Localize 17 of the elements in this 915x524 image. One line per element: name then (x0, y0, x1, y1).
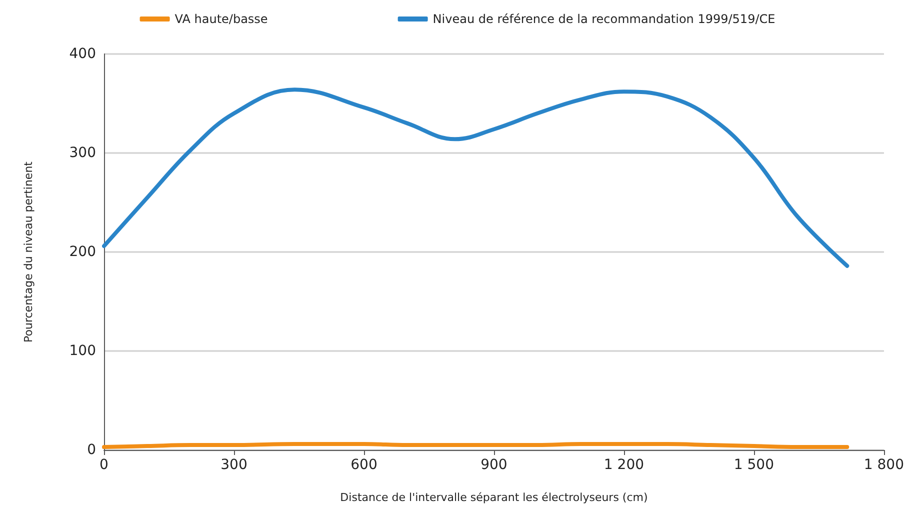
x-tick-label: 0 (100, 457, 108, 473)
x-tick-label: 900 (480, 457, 508, 473)
y-tick-label: 400 (69, 46, 96, 62)
x-tick-label: 1 500 (734, 457, 774, 473)
x-tick-label: 1 800 (864, 457, 904, 473)
legend-label: VA haute/basse (174, 12, 268, 26)
legend-label: Niveau de référence de la recommandation 1999/519/CE (432, 12, 776, 26)
y-tick-label: 0 (87, 442, 96, 458)
x-tick-label: 1 200 (604, 457, 644, 473)
y-axis-title: Pourcentage du niveau pertinent (22, 160, 35, 342)
y-tick-label: 200 (69, 244, 96, 260)
y-tick-label: 100 (69, 343, 96, 359)
x-tick-label: 300 (220, 457, 248, 473)
x-axis-title: Distance de l'intervalle séparant les électrolyseurs (cm) (340, 491, 648, 504)
y-tick-label: 300 (69, 145, 96, 161)
line-series (102, 88, 850, 268)
x-tick-label: 600 (350, 457, 378, 473)
